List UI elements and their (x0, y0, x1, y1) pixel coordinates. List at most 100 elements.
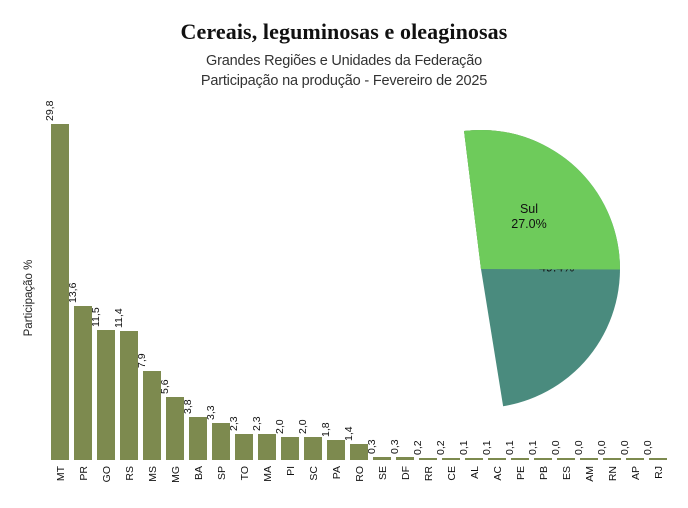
bar-value-label: 3,8 (181, 399, 194, 415)
bar-sc (303, 437, 322, 460)
bar-column: 1,8 (320, 110, 345, 460)
bar-value-label: 0,0 (596, 439, 609, 455)
bar-column: 0,1 (504, 110, 530, 460)
x-tick-pa: PA (327, 464, 345, 504)
bar-column: 0,0 (642, 110, 668, 460)
bar-pe (511, 457, 530, 460)
x-tick-label: RJ (653, 466, 666, 479)
bar-value-label: 0,2 (435, 439, 448, 455)
bar-sp (211, 422, 230, 460)
bar-column: 0,1 (458, 110, 484, 460)
bar-value-wrap: 29,8 (44, 83, 69, 123)
bar-value-label: 0,3 (389, 439, 402, 454)
x-tick-ap: AP (626, 464, 644, 504)
bar-al (465, 457, 484, 460)
bar-se (373, 456, 392, 460)
bar-column: 2,3 (251, 110, 276, 460)
x-tick-label: PR (77, 466, 90, 481)
x-tick-label: CE (446, 466, 459, 481)
x-tick-label: AL (469, 466, 482, 479)
bar-pb (534, 457, 553, 460)
x-tick-label: PI (284, 466, 297, 476)
bar-value-label: 2,0 (296, 419, 309, 435)
bar-column: 0,3 (389, 110, 415, 460)
x-tick-ro: RO (350, 464, 368, 504)
bar-to (234, 434, 253, 460)
x-tick-ba: BA (189, 464, 207, 504)
x-tick-label: AP (630, 466, 643, 481)
bar-value-label: 2,0 (273, 419, 286, 435)
x-tick-label: SC (307, 466, 320, 481)
bar-column: 11,5 (90, 110, 115, 460)
x-tick-rs: RS (120, 464, 138, 504)
bar-pi (280, 437, 299, 460)
x-tick-al: AL (465, 464, 483, 504)
x-tick-label: MG (169, 466, 182, 483)
x-tick-label: BA (192, 466, 205, 481)
x-tick-df: DF (396, 464, 414, 504)
x-tick-mt: MT (51, 464, 69, 504)
bar-column: 0,0 (550, 110, 576, 460)
bar-column: 13,6 (67, 110, 92, 460)
bar-value-label: 13,6 (66, 283, 79, 304)
x-tick-se: SE (373, 464, 391, 504)
page-title: Cereais, leguminosas e oleaginosas (180, 19, 508, 44)
bar-value-label: 0,0 (573, 439, 586, 455)
x-tick-pi: PI (281, 464, 299, 504)
bar-ma (257, 434, 276, 460)
bar-column: 5,6 (159, 110, 184, 460)
y-axis-label: Participação % (23, 259, 35, 337)
bar-column: 2,3 (228, 110, 253, 460)
bar-value-wrap: 11,4 (113, 290, 138, 330)
bar-column: 0,2 (435, 110, 461, 460)
pie-slice-sul (464, 130, 621, 270)
bar-mt (50, 123, 69, 460)
x-tick-pe: PE (511, 464, 529, 504)
bar-am (580, 457, 599, 460)
x-tick-pr: PR (74, 464, 92, 504)
bar-value-label: 0,1 (527, 439, 540, 455)
bars-area: 29,8 MT 13,6 PR 11,5 GO 11,4 RS 7,9 MS 5,6 MG 3,8 BA 3… (44, 100, 670, 483)
title-block: Cereais, leguminosas e oleaginosas Grand… (0, 19, 688, 91)
x-tick-es: ES (557, 464, 575, 504)
bar-column: 0,0 (596, 110, 622, 460)
bar-column: 0,1 (481, 110, 507, 460)
bar-ba (188, 417, 207, 460)
bar-es (557, 457, 576, 460)
x-tick-ce: CE (442, 464, 460, 504)
subtitle-line-2: Participação na produção - Fevereiro de … (200, 72, 488, 89)
bar-column: 3,8 (182, 110, 207, 460)
bar-value-label: 1,4 (342, 426, 355, 442)
x-tick-label: RR (423, 466, 436, 482)
bar-value-wrap: 5,6 (159, 356, 184, 396)
x-tick-rr: RR (419, 464, 437, 504)
bar-column: 3,3 (205, 110, 230, 460)
x-tick-label: RS (123, 466, 136, 481)
bar-value-label: 0,0 (550, 439, 563, 455)
bar-rn (603, 457, 622, 460)
bar-rs (119, 331, 138, 460)
x-tick-ac: AC (488, 464, 506, 504)
bar-value-label: 7,9 (135, 353, 148, 368)
x-tick-label: SP (215, 466, 228, 481)
bar-rj (649, 457, 668, 460)
bar-value-label: 0,1 (481, 439, 494, 455)
bar-ac (488, 457, 507, 460)
bar-rr (419, 457, 438, 460)
x-tick-label: DF (400, 466, 413, 480)
bar-value-label: 1,8 (319, 422, 332, 437)
x-tick-label: AM (584, 466, 597, 482)
x-tick-go: GO (97, 464, 115, 504)
x-tick-label: PB (538, 466, 551, 481)
bar-value-label: 11,4 (112, 308, 125, 329)
bar-value-label: 0,1 (504, 439, 517, 455)
bar-chart: Participação % 29,8 MT 13,6 PR 11,5 GO 11,4 RS 7… (0, 100, 688, 508)
x-tick-am: AM (580, 464, 598, 504)
x-tick-label: MT (54, 466, 67, 482)
bar-column: 0,0 (619, 110, 645, 460)
bar-column: 29,8 (44, 100, 69, 460)
x-tick-label: ES (561, 466, 574, 481)
x-tick-label: MS (146, 466, 159, 482)
x-tick-rj: RJ (649, 464, 667, 504)
bar-pa (326, 439, 345, 460)
